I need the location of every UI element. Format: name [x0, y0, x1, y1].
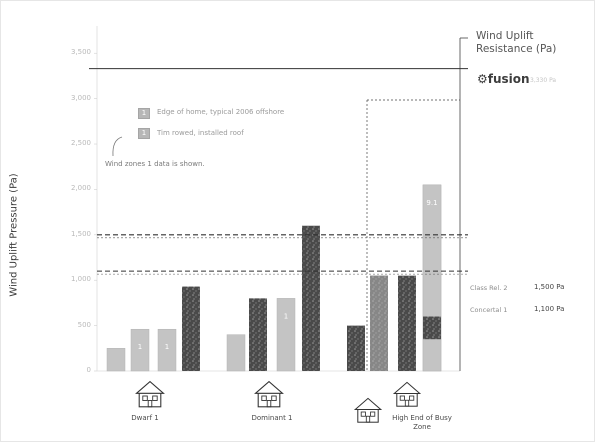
bar: [422, 184, 442, 372]
ref-line-label-1: Class Rel. 2: [470, 284, 508, 292]
bar: [249, 298, 267, 371]
y-tick-label: 1,500: [70, 229, 91, 238]
y-tick-label: 1,000: [70, 275, 91, 284]
house-roof: [135, 380, 165, 394]
bar: [347, 325, 365, 371]
bar: [106, 348, 126, 372]
bar: [157, 328, 177, 372]
bar-value-label: 1: [284, 312, 288, 320]
bar-value-label: 1: [165, 343, 169, 351]
bar: [130, 328, 150, 372]
y-tick-label: 2,500: [70, 139, 91, 148]
house-icon-busy-zone-1: [353, 397, 383, 423]
y-tick-label: 500: [77, 320, 91, 329]
house-icon-busy-zone-2: [392, 381, 422, 407]
group-label-1: Dwarf 1: [131, 414, 159, 422]
house-door: [365, 415, 371, 423]
house-window: [409, 395, 415, 401]
house-door: [147, 400, 153, 408]
legend-leader-line: [112, 136, 123, 157]
house-roof: [392, 381, 422, 394]
fusion-label-text: fusion: [487, 72, 530, 86]
y-tick-label: 3,500: [70, 48, 91, 57]
ref-line-value-1: 1,500 Pa: [534, 283, 565, 291]
bar-segment-textured: [423, 316, 441, 340]
ref-line-value-2: 1,100 Pa: [534, 305, 565, 313]
chart-note: Wind zones 1 data is shown.: [105, 160, 205, 168]
house-door: [266, 400, 272, 408]
house-window: [271, 395, 277, 401]
house-window: [261, 395, 267, 401]
bar: [302, 225, 320, 371]
bar-backing: [370, 275, 388, 371]
house-window: [152, 395, 158, 401]
house-window: [360, 411, 366, 417]
bar: [226, 334, 246, 372]
y-tick-label: 3,000: [70, 93, 91, 102]
ref-line-label-2: Concertal 1: [470, 306, 508, 314]
bar: [398, 275, 416, 371]
legend-item-1: Edge of home, typical 2006 offshore: [157, 108, 285, 116]
house-door: [404, 399, 410, 407]
chart-title: Wind Uplift Resistance (Pa): [476, 30, 557, 55]
fusion-label: ⚙fusion: [477, 72, 530, 86]
bar-value-label: 1: [138, 343, 142, 351]
y-tick-label: 2,000: [70, 184, 91, 193]
legend-marker-2: 1: [138, 128, 150, 139]
house-roof: [254, 380, 284, 394]
house-icon-dominant: [254, 380, 284, 408]
house-window: [370, 411, 376, 417]
fusion-value: 3,330 Pa: [530, 77, 557, 84]
group-label-3: High End of Busy Zone: [392, 414, 452, 431]
house-icon-dwarf: [135, 380, 165, 408]
bar-value-label: 9.1: [426, 199, 437, 207]
house-roof: [353, 397, 383, 410]
bar: [276, 298, 296, 372]
y-axis-label: Wind Uplift Pressure (Pa): [8, 173, 20, 297]
y-tick-label: 0: [86, 366, 91, 374]
house-window: [399, 395, 405, 401]
legend-item-2: Tim rowed, installed roof: [157, 129, 244, 137]
legend-marker-1: 1: [138, 108, 150, 119]
fusion-gear-icon: ⚙: [477, 72, 488, 86]
group-label-2: Dominant 1: [251, 414, 293, 422]
bar: [182, 286, 200, 371]
house-window: [142, 395, 148, 401]
